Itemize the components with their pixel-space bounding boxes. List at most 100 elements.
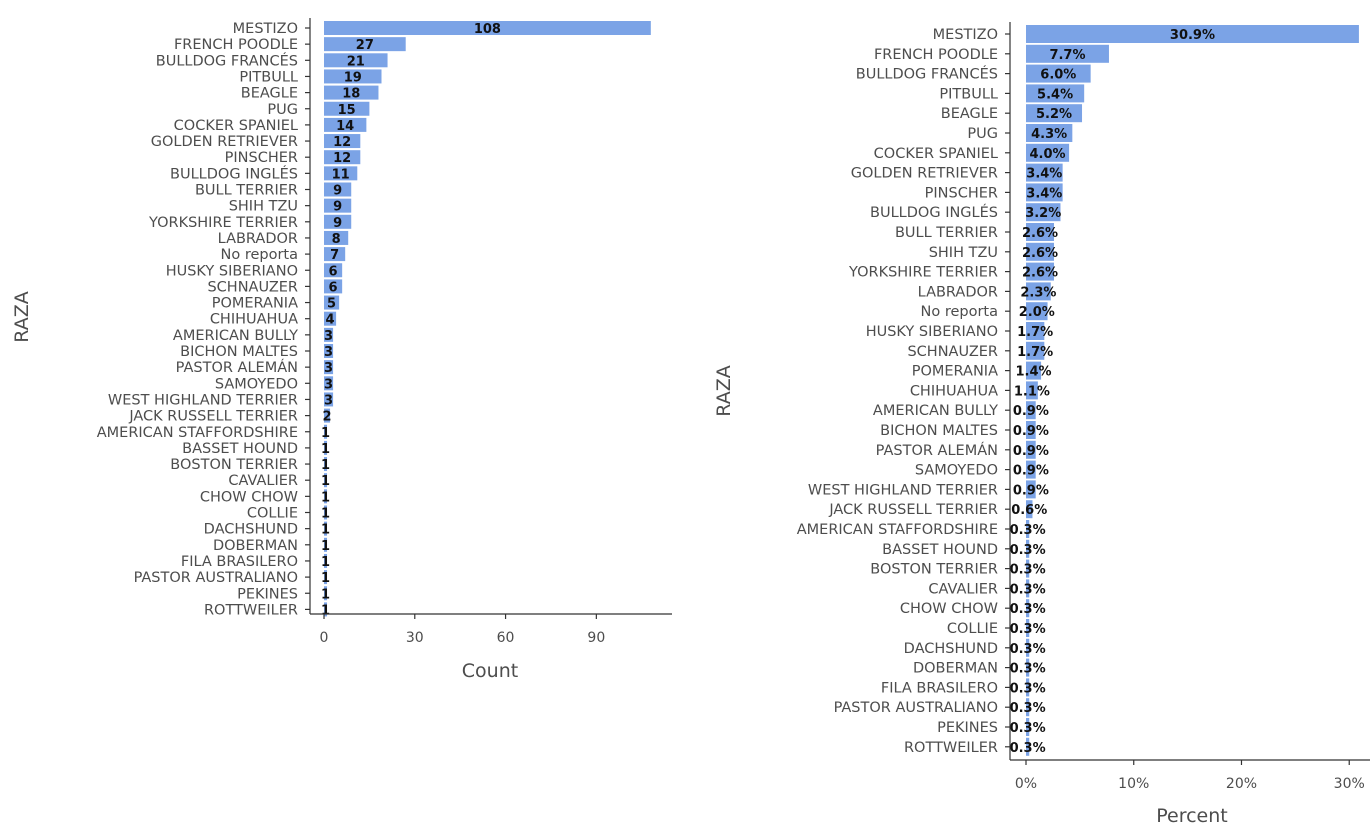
category-label: BULLDOG FRANCÉS [156, 52, 298, 69]
data-label: 12 [333, 135, 351, 150]
category-label: BEAGLE [941, 106, 998, 122]
category-label: CAVALIER [228, 473, 298, 489]
category-label: LABRADOR [218, 231, 298, 247]
data-label: 6.0% [1040, 68, 1076, 83]
bar [1026, 143, 1070, 162]
data-label: 2.6% [1022, 266, 1058, 281]
bar [324, 53, 388, 68]
bar [1026, 678, 1030, 697]
category-label: MESTIZO [233, 21, 298, 37]
data-label: 3.2% [1025, 206, 1061, 221]
data-label: 0.9% [1013, 404, 1049, 419]
bar [1026, 520, 1030, 538]
category-label: FRENCH POODLE [174, 37, 298, 53]
x-tick-label: 60 [497, 630, 515, 646]
bar [1026, 361, 1042, 380]
category-label: YORKSHIRE TERRIER [148, 215, 298, 231]
bar [1026, 322, 1045, 340]
data-label: 0.3% [1010, 701, 1046, 716]
bar [324, 505, 328, 520]
category-label: BEAGLE [241, 86, 298, 102]
data-label: 0.3% [1010, 642, 1046, 657]
bar [1026, 262, 1055, 281]
category-label: BOSTON TERRIER [870, 562, 998, 578]
bar [1026, 737, 1030, 756]
data-label: 7 [330, 248, 339, 263]
bar [1026, 421, 1036, 439]
bar [1026, 203, 1061, 222]
category-label: PITBULL [239, 69, 298, 85]
category-label: BULLDOG INGLÉS [870, 204, 998, 221]
category-label: BULL TERRIER [195, 183, 298, 199]
data-label: 0.3% [1010, 662, 1046, 677]
category-label: No reporta [221, 247, 299, 263]
y-axis-title: RAZA [11, 291, 33, 342]
data-label: 1 [321, 555, 330, 570]
data-label: 2.3% [1020, 285, 1056, 300]
x-tick-label: 10% [1118, 776, 1149, 792]
category-label: GOLDEN RETRIEVER [151, 134, 298, 150]
bar [1026, 381, 1038, 400]
category-label: CHIHUAHUA [210, 312, 298, 328]
data-label: 1.1% [1014, 384, 1050, 399]
category-label: FILA BRASILERO [881, 680, 998, 696]
bar [1026, 25, 1359, 43]
bar [324, 537, 328, 552]
data-label: 3 [324, 377, 333, 392]
data-label: 1 [321, 523, 330, 538]
category-label: PUG [267, 102, 298, 118]
bar [1026, 698, 1030, 717]
data-label: 2.6% [1022, 226, 1058, 241]
data-label: 19 [344, 70, 362, 85]
category-label: COLLIE [947, 621, 998, 637]
category-label: FRENCH POODLE [874, 47, 998, 63]
category-label: BICHON MALTES [880, 423, 998, 439]
bar [1026, 500, 1033, 519]
percent-chart-panel: MESTIZO 30.9% FRENCH POODLE 7.7% BULLDOG FRA… [713, 22, 1370, 825]
category-label: No reporta [921, 304, 999, 320]
data-label: 4 [326, 313, 335, 328]
data-label: 2.0% [1019, 305, 1055, 320]
category-label: BASSET HOUND [882, 542, 998, 558]
data-label: 9 [333, 200, 342, 215]
bar [324, 295, 340, 310]
category-label: WEST HIGHLAND TERRIER [808, 482, 998, 498]
data-label: 3 [324, 361, 333, 376]
x-axis-title: Percent [1156, 805, 1228, 825]
data-label: 2 [323, 410, 332, 425]
category-label: PUG [967, 126, 998, 142]
bar [1026, 460, 1036, 479]
data-label: 1 [321, 507, 330, 522]
bar [324, 134, 361, 149]
bar [1026, 718, 1030, 736]
bar [324, 376, 334, 391]
category-label: CHIHUAHUA [910, 383, 998, 399]
category-label: AMERICAN STAFFORDSHIRE [797, 522, 998, 538]
data-label: 1 [321, 539, 330, 554]
category-label: PEKINES [237, 586, 298, 602]
data-label: 14 [336, 119, 354, 134]
data-label: 0.3% [1010, 681, 1046, 696]
category-label: DOBERMAN [913, 661, 998, 677]
category-label: BOSTON TERRIER [170, 457, 298, 473]
category-label: BULL TERRIER [895, 225, 998, 241]
category-label: JACK RUSSELL TERRIER [828, 502, 998, 518]
bar [324, 489, 328, 504]
data-label: 108 [474, 22, 501, 37]
category-label: WEST HIGHLAND TERRIER [108, 392, 298, 408]
category-label: SCHNAUZER [907, 344, 998, 360]
bar [1026, 579, 1030, 598]
category-label: PEKINES [937, 720, 998, 736]
category-label: DOBERMAN [213, 538, 298, 554]
bar [1026, 44, 1109, 63]
category-label: PASTOR ALEMÁN [876, 442, 998, 459]
bar [324, 344, 334, 358]
data-label: 15 [338, 103, 356, 118]
bar [1026, 658, 1030, 677]
bar [324, 586, 328, 601]
bar [324, 166, 358, 181]
bar [1026, 638, 1030, 657]
bar [1026, 124, 1073, 142]
bar [1026, 302, 1048, 321]
